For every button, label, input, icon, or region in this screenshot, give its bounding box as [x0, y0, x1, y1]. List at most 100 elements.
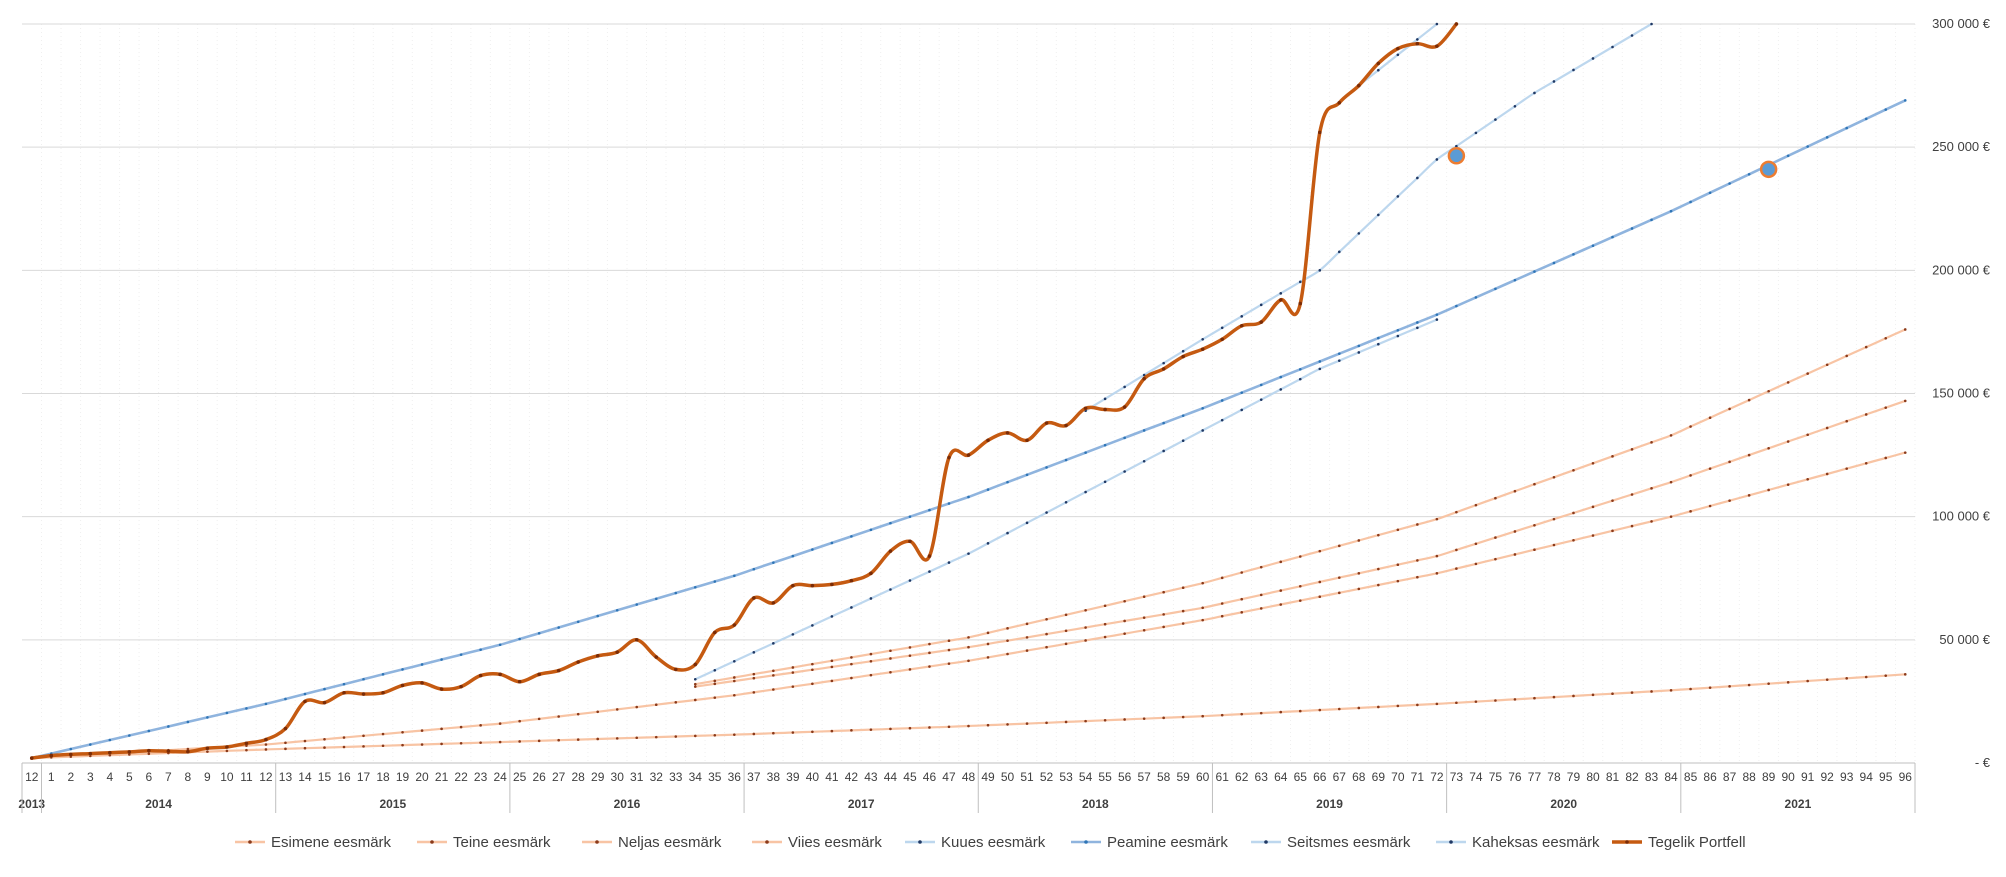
data-point-neljas-eesmark — [1025, 636, 1029, 639]
data-point-teine-eesmark — [928, 665, 931, 668]
data-point-teine-eesmark — [1689, 510, 1692, 513]
series-kuues-eesmark — [693, 318, 1439, 681]
x-tick-label: 40 — [806, 770, 820, 784]
data-point-teine-eesmark — [440, 727, 443, 731]
data-point-viies-eesmark — [1591, 461, 1595, 465]
x-tick-label: 77 — [1528, 770, 1542, 784]
data-point-tegelik-portfell — [1025, 438, 1029, 443]
data-point-teine-eesmark — [1591, 534, 1595, 537]
data-point-peamine-eesmark — [167, 725, 170, 728]
legend-swatch-dot-viies-eesmark — [765, 840, 769, 844]
data-point-peamine-eesmark — [1494, 287, 1497, 291]
data-point-tegelik-portfell — [459, 684, 463, 689]
x-tick-label: 19 — [396, 770, 410, 784]
year-label: 2017 — [848, 797, 875, 811]
data-point-tegelik-portfell — [225, 745, 229, 749]
x-tick-label: 82 — [1625, 770, 1639, 784]
data-point-tegelik-portfell — [1220, 337, 1225, 342]
data-point-teine-eesmark — [1611, 529, 1614, 533]
data-point-esimene-eesmark — [1572, 694, 1575, 698]
data-point-teine-eesmark — [967, 659, 970, 663]
data-point-peamine-eesmark — [1318, 360, 1322, 363]
data-point-peamine-eesmark — [1689, 200, 1692, 204]
x-tick-label: 53 — [1059, 770, 1073, 784]
x-tick-label: 44 — [884, 770, 898, 784]
data-point-viies-eesmark — [1318, 549, 1322, 553]
x-tick-label: 5 — [126, 770, 133, 784]
data-point-neljas-eesmark — [1903, 399, 1907, 403]
data-point-teine-eesmark — [1864, 461, 1868, 465]
data-point-esimene-eesmark — [1142, 717, 1146, 720]
data-point-kuues-eesmark — [1162, 449, 1165, 453]
data-point-seitsmes-eesmark — [1201, 338, 1204, 341]
legend-swatch-dot-peamine-eesmark — [1084, 840, 1088, 844]
data-point-peamine-eesmark — [206, 716, 209, 719]
data-point-peamine-eesmark — [225, 711, 229, 715]
data-point-neljas-eesmark — [947, 648, 951, 652]
x-tick-label: 38 — [767, 770, 781, 784]
data-point-neljas-eesmark — [908, 654, 912, 657]
x-tick-label: 25 — [513, 770, 527, 784]
data-point-kuues-eesmark — [1084, 490, 1087, 494]
data-point-viies-eesmark — [1337, 544, 1341, 548]
data-point-viies-eesmark — [1786, 381, 1790, 384]
data-point-neljas-eesmark — [752, 676, 756, 680]
data-point-peamine-eesmark — [1025, 473, 1029, 477]
data-point-tegelik-portfell — [1298, 301, 1303, 306]
data-point-peamine-eesmark — [928, 508, 931, 512]
x-tick-label: 16 — [337, 770, 351, 784]
x-tick-label: 34 — [689, 770, 703, 784]
data-point-neljas-eesmark — [1396, 563, 1400, 567]
data-point-teine-eesmark — [1513, 553, 1517, 556]
x-tick-label: 81 — [1606, 770, 1620, 784]
legend-swatch-dot-seitsmes-eesmark — [1264, 840, 1268, 844]
x-tick-label: 39 — [786, 770, 800, 784]
x-tick-label: 56 — [1118, 770, 1132, 784]
legend-swatch-dot-kuues-eesmark — [918, 840, 922, 844]
data-point-teine-eesmark — [1747, 494, 1751, 497]
data-point-esimene-eesmark — [1298, 709, 1302, 713]
x-tick-label: 1 — [48, 770, 55, 784]
data-point-peamine-eesmark — [1533, 270, 1536, 273]
data-point-viies-eesmark — [1279, 560, 1283, 564]
x-tick-label: 27 — [552, 770, 566, 784]
data-point-teine-eesmark — [1494, 557, 1497, 561]
data-point-tegelik-portfell — [1142, 376, 1146, 381]
data-point-viies-eesmark — [1806, 372, 1809, 375]
series-neljas-eesmark — [693, 399, 1907, 688]
data-point-esimene-eesmark — [1513, 698, 1517, 701]
data-point-peamine-eesmark — [186, 720, 190, 724]
data-point-tegelik-portfell — [673, 667, 678, 672]
data-point-kuues-eesmark — [752, 651, 756, 654]
data-point-peamine-eesmark — [967, 495, 970, 499]
data-point-neljas-eesmark — [1318, 580, 1322, 584]
data-point-viies-eesmark — [1298, 555, 1302, 558]
x-tick-label: 36 — [728, 770, 742, 784]
data-point-peamine-eesmark — [245, 707, 248, 710]
data-point-esimene-eesmark — [986, 723, 990, 727]
data-point-neljas-eesmark — [1201, 606, 1204, 610]
data-point-viies-eesmark — [1162, 590, 1165, 594]
data-point-viies-eesmark — [1903, 328, 1907, 331]
data-point-teine-eesmark — [947, 662, 951, 665]
data-point-teine-eesmark — [1533, 548, 1536, 552]
x-tick-label: 14 — [298, 770, 312, 784]
data-point-tegelik-portfell — [517, 679, 522, 684]
data-point-esimene-eesmark — [147, 752, 151, 756]
x-tick-label: 67 — [1333, 770, 1347, 784]
data-point-peamine-eesmark — [1045, 466, 1048, 469]
data-point-peamine-eesmark — [1650, 218, 1653, 222]
data-point-neljas-eesmark — [1845, 419, 1848, 423]
data-point-esimene-eesmark — [850, 729, 853, 732]
data-point-esimene-eesmark — [1045, 721, 1048, 725]
data-point-neljas-eesmark — [1728, 460, 1731, 464]
data-point-peamine-eesmark — [303, 692, 307, 696]
x-tick-label: 70 — [1391, 770, 1405, 784]
data-point-peamine-eesmark — [1298, 367, 1302, 371]
data-point-neljas-eesmark — [1591, 505, 1595, 509]
data-point-esimene-eesmark — [1591, 693, 1595, 697]
data-point-tegelik-portfell — [166, 749, 171, 753]
series-line-viies-eesmark — [694, 328, 1907, 686]
data-point-teine-eesmark — [986, 656, 990, 659]
series-kaheksas-eesmark — [1357, 22, 1439, 87]
